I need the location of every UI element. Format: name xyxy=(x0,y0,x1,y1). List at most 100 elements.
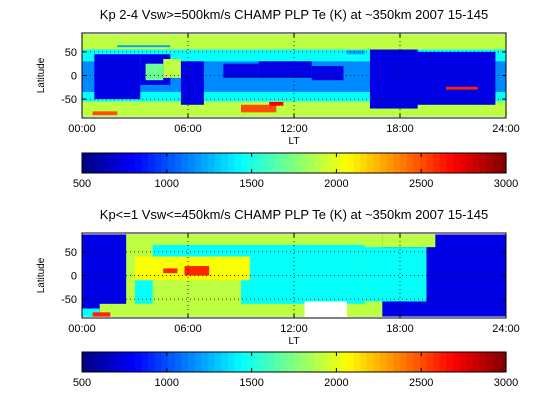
heatmap-cell xyxy=(258,61,312,78)
colorbar-segment xyxy=(287,352,295,372)
colorbar-segment xyxy=(333,352,341,372)
colorbar-segment xyxy=(135,153,143,173)
colorbar-segment xyxy=(141,153,149,173)
colorbar-segment xyxy=(82,352,90,372)
colorbar-tick-label: 500 xyxy=(73,377,91,389)
colorbar-segment xyxy=(108,352,116,372)
heatmap-cell xyxy=(445,86,478,90)
colorbar-segment xyxy=(400,352,408,372)
colorbar-segment xyxy=(479,352,487,372)
heatmap-cell xyxy=(82,49,506,62)
heatmap-cell xyxy=(82,92,506,102)
chart-panel-2: Kp<=1 Vsw<=450km/s CHAMP PLP Te (K) at ~… xyxy=(36,207,520,389)
colorbar-segment xyxy=(327,352,335,372)
colorbar-segment xyxy=(227,153,235,173)
colorbar-segment xyxy=(466,153,474,173)
colorbar-segment xyxy=(88,352,96,372)
colorbar-segment xyxy=(221,153,229,173)
colorbar-segment xyxy=(406,352,414,372)
heatmap-cell xyxy=(347,50,365,55)
heatmap-cell xyxy=(369,49,418,109)
heatmap-cell xyxy=(117,45,171,48)
colorbar-segment xyxy=(419,352,428,372)
colorbar-segment xyxy=(207,153,216,173)
colorbar-segment xyxy=(413,153,421,173)
colorbar-segment xyxy=(459,153,467,173)
colorbar-segment xyxy=(320,352,328,372)
colorbar-segment xyxy=(181,352,189,372)
colorbar-segment xyxy=(274,153,282,173)
heatmap-cell xyxy=(92,111,118,116)
colorbar-segment xyxy=(360,352,368,372)
colorbar-segment xyxy=(439,153,447,173)
colorbar-segment xyxy=(486,153,494,173)
colorbar-segment xyxy=(472,153,481,173)
colorbar-segment xyxy=(274,352,282,372)
x-tick-label: 06:00 xyxy=(174,123,202,135)
colorbar-segment xyxy=(499,153,507,173)
colorbar-segment xyxy=(366,352,375,372)
colorbar-segment xyxy=(406,153,414,173)
x-tick-label: 12:00 xyxy=(280,323,308,335)
heatmap-cell xyxy=(163,58,181,78)
heatmap-cell xyxy=(269,101,284,106)
colorbar-segment xyxy=(121,153,129,173)
x-axis-label: LT xyxy=(289,136,300,147)
colorbar-segment xyxy=(108,153,116,173)
colorbar-segment xyxy=(141,352,149,372)
colorbar-segment xyxy=(400,153,408,173)
colorbar-segment xyxy=(241,352,249,372)
colorbar-segment xyxy=(366,153,375,173)
colorbar-segment xyxy=(214,352,222,372)
grid xyxy=(82,33,506,118)
colorbar: 500 1000 1500 2000 2500 3000 xyxy=(73,152,518,190)
colorbar-segment xyxy=(386,352,394,372)
colorbar-tick-label: 3000 xyxy=(494,377,518,389)
colorbar-segment xyxy=(260,153,269,173)
heatmap-cell xyxy=(82,308,100,317)
colorbar-segment xyxy=(307,352,315,372)
colorbar-tick-label: 1500 xyxy=(239,377,263,389)
colorbar-segment xyxy=(121,352,129,372)
colorbar-segment xyxy=(439,352,447,372)
y-axis-label: Latitude xyxy=(36,257,47,293)
colorbar-tick-label: 2500 xyxy=(409,377,433,389)
colorbar-frame xyxy=(81,152,507,174)
colorbar-segment xyxy=(241,153,249,173)
heatmap-cell xyxy=(382,234,436,248)
colorbar-segment xyxy=(360,153,368,173)
y-tick-label: 50 xyxy=(65,47,77,59)
colorbar-tick-label: 3000 xyxy=(494,178,518,190)
colorbar-segment xyxy=(426,153,434,173)
y-tick-label: 50 xyxy=(65,247,77,259)
colorbar-segment xyxy=(101,352,110,372)
x-tick-label: 24:00 xyxy=(492,323,520,335)
colorbar-segment xyxy=(221,352,229,372)
colorbar-tick-label: 2500 xyxy=(409,178,433,190)
colorbar-segment xyxy=(446,153,454,173)
y-tick-label: 0 xyxy=(71,271,77,283)
colorbar-segment xyxy=(214,153,222,173)
heatmap-cell xyxy=(364,247,427,302)
colorbar-segment xyxy=(280,153,288,173)
heatmap-cell xyxy=(184,266,210,276)
colorbar-segment xyxy=(194,153,202,173)
x-tick-label: 24:00 xyxy=(492,123,520,135)
colorbar-segment xyxy=(373,352,381,372)
colorbar-segment xyxy=(499,352,507,372)
grid xyxy=(82,233,506,318)
colorbar-segment xyxy=(393,153,401,173)
colorbar-segment xyxy=(161,153,169,173)
heatmap-cell xyxy=(99,303,153,317)
colorbar-segment xyxy=(347,153,355,173)
colorbar-segment xyxy=(188,352,196,372)
colorbar-segment xyxy=(247,352,255,372)
colorbar-segment xyxy=(340,352,348,372)
colorbar-segment xyxy=(254,352,262,372)
colorbar-segment xyxy=(128,352,136,372)
colorbar-segment xyxy=(148,352,156,372)
colorbar-segment xyxy=(327,153,335,173)
y-tick-label: 0 xyxy=(71,71,77,83)
colorbar-segment xyxy=(353,153,361,173)
colorbar-segment xyxy=(267,352,275,372)
